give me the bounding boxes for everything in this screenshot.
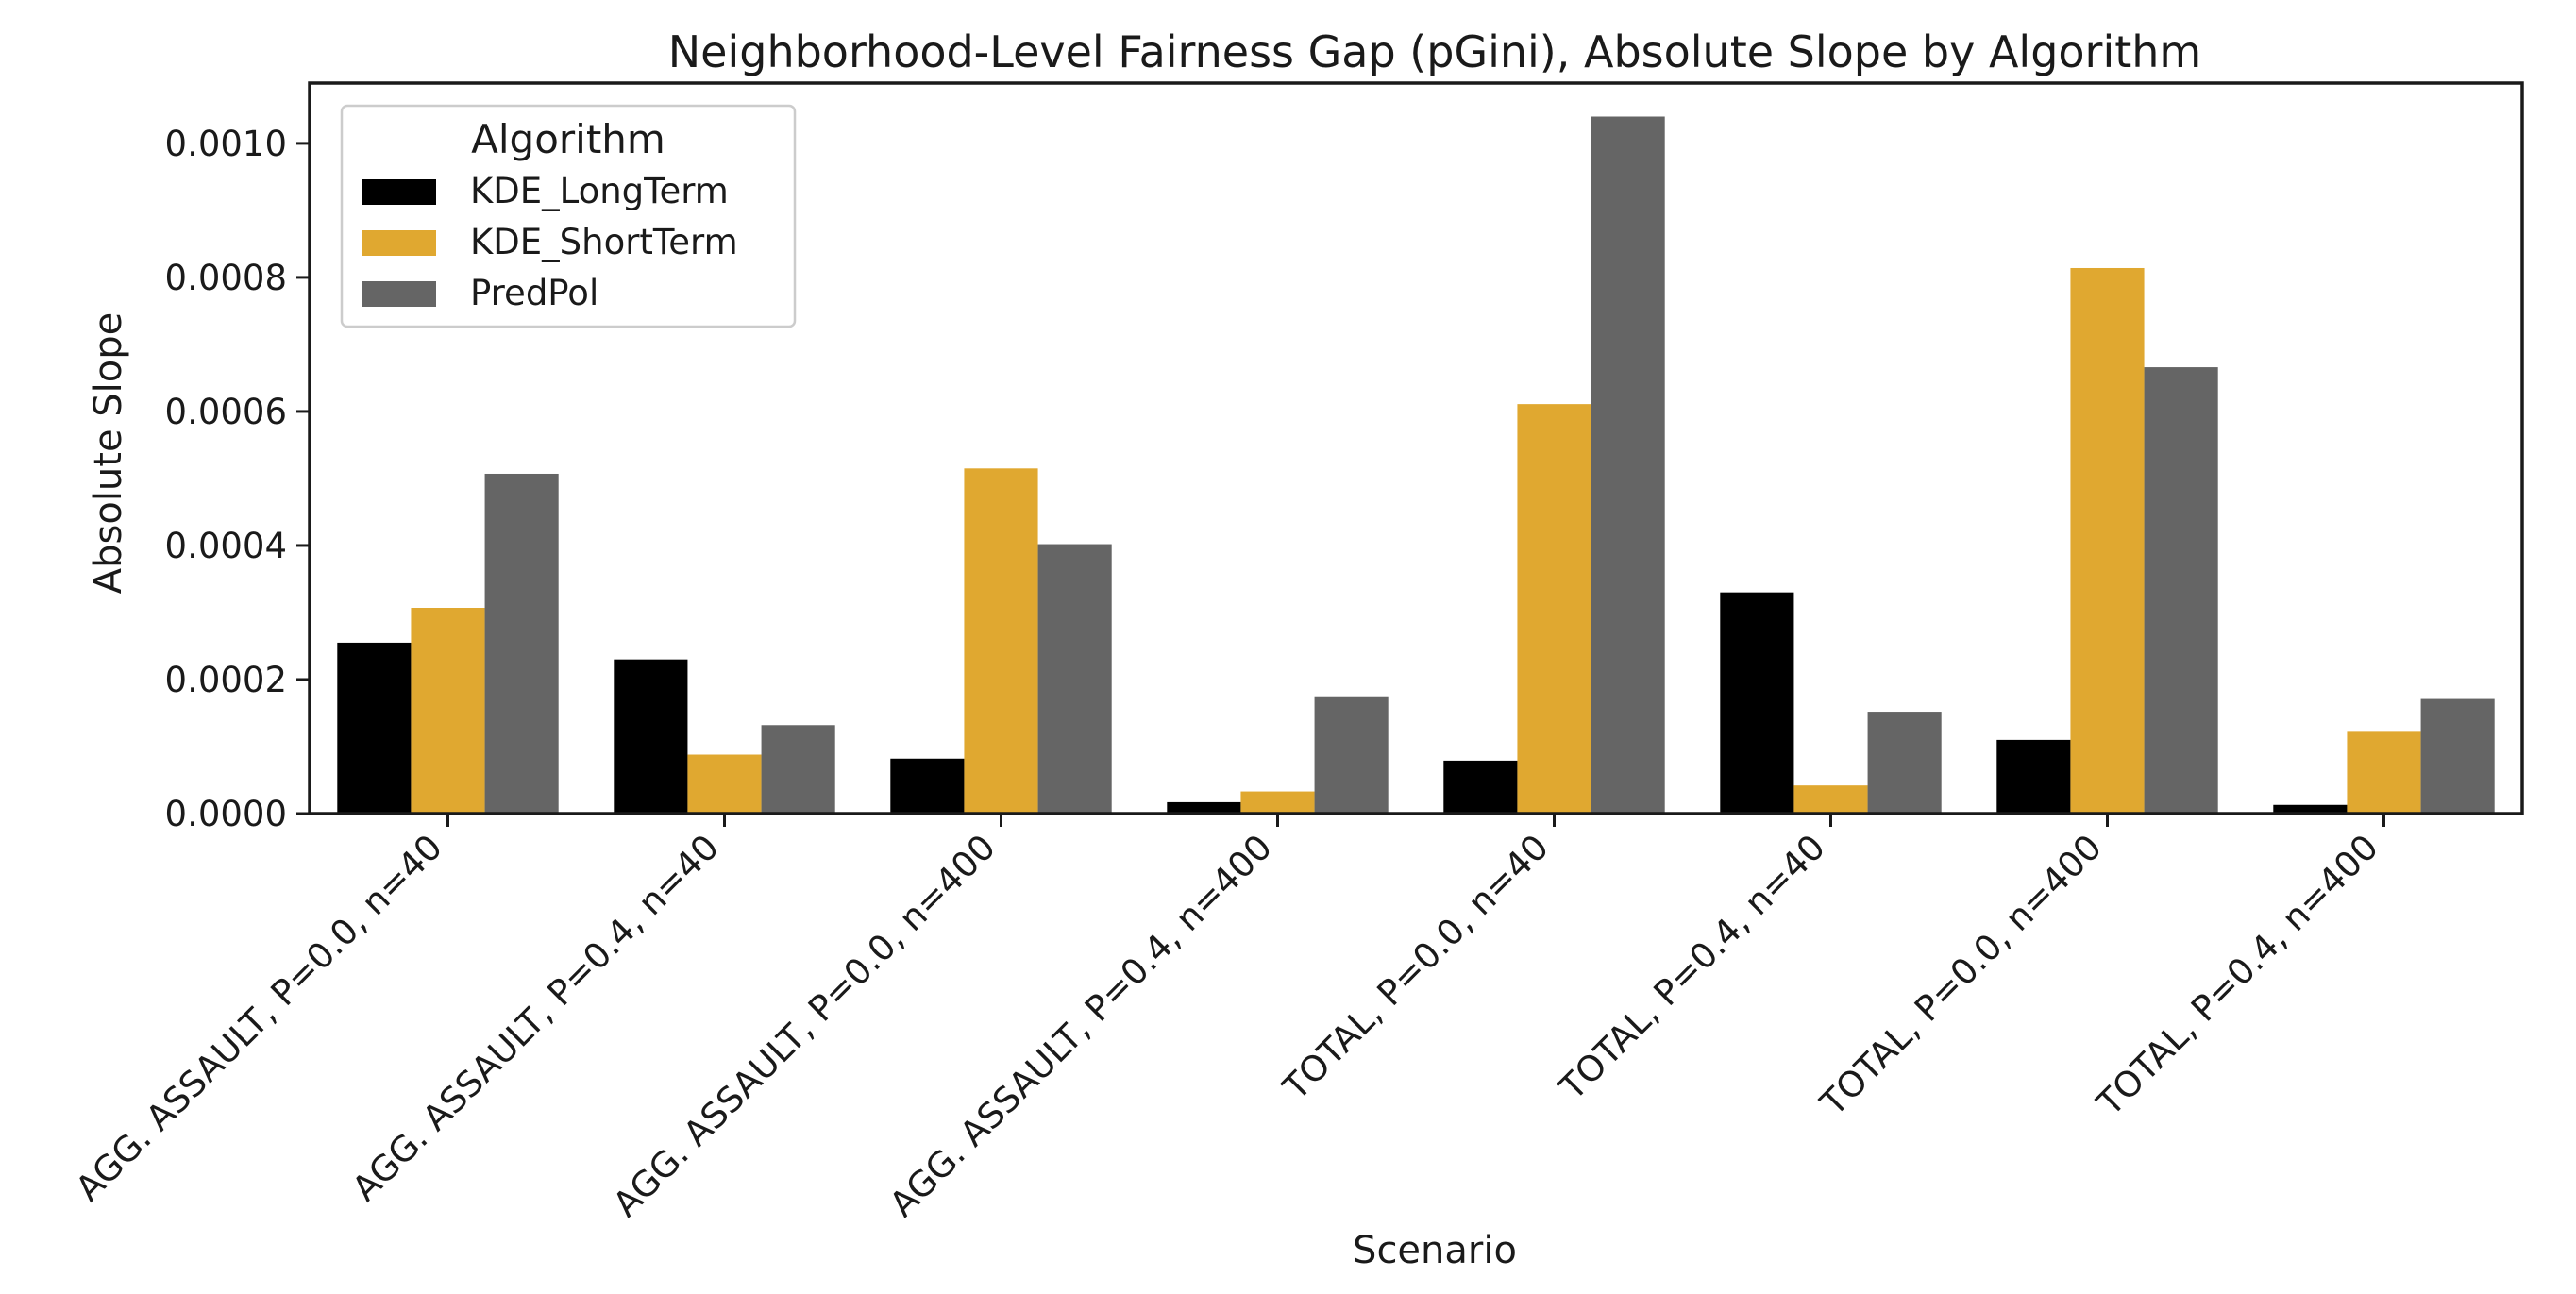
bar-PredPol-3 bbox=[1314, 696, 1389, 814]
plot-frame bbox=[308, 81, 2524, 815]
legend-item-PredPol: PredPol bbox=[362, 273, 598, 313]
legend-label: PredPol bbox=[470, 273, 598, 313]
y-tick-label: 0.0008 bbox=[165, 258, 287, 298]
legend: Algorithm KDE_LongTerm KDE_ShortTerm PredPo… bbox=[340, 104, 797, 328]
legend-box bbox=[340, 104, 797, 328]
legend-title: Algorithm bbox=[471, 116, 665, 162]
x-tick-label: TOTAL, P=0.0, n=40 bbox=[1274, 827, 1556, 1108]
y-axis-title-group: Absolute Slope bbox=[87, 312, 130, 595]
series-KDE_LongTerm bbox=[337, 592, 2348, 814]
bar-KDE_ShortTerm-7 bbox=[2347, 731, 2421, 814]
bar-PredPol-1 bbox=[761, 725, 835, 814]
series-KDE_ShortTerm bbox=[411, 267, 2421, 814]
bar-KDE_LongTerm-1 bbox=[614, 659, 688, 814]
bar-PredPol-4 bbox=[1591, 116, 1665, 815]
bar-KDE_ShortTerm-4 bbox=[1517, 404, 1591, 814]
bar-KDE_ShortTerm-1 bbox=[687, 754, 762, 814]
bar-KDE_ShortTerm-6 bbox=[2070, 267, 2145, 814]
x-tick-label: TOTAL, P=0.0, n=400 bbox=[1812, 827, 2110, 1124]
x-tick-label: TOTAL, P=0.4, n=40 bbox=[1551, 827, 1832, 1108]
chart-title: Neighborhood-Level Fairness Gap (pGini),… bbox=[668, 26, 2202, 77]
y-tick-label: 0.0010 bbox=[165, 124, 287, 164]
y-tick-label: 0.0006 bbox=[165, 392, 287, 432]
legend-label: KDE_ShortTerm bbox=[470, 222, 738, 262]
y-axis-title: Absolute Slope bbox=[87, 312, 130, 595]
legend-label: KDE_LongTerm bbox=[470, 171, 729, 211]
bar-KDE_ShortTerm-0 bbox=[411, 608, 485, 814]
y-tick-label: 0.0002 bbox=[165, 660, 287, 700]
legend-swatch bbox=[362, 230, 436, 256]
bar-PredPol-0 bbox=[484, 473, 559, 814]
legend-item-KDE_ShortTerm: KDE_ShortTerm bbox=[362, 222, 738, 262]
bar-KDE_LongTerm-2 bbox=[890, 758, 965, 814]
y-tick-label: 0.0000 bbox=[165, 794, 287, 834]
bar-KDE_LongTerm-7 bbox=[2273, 804, 2348, 814]
bar-KDE_LongTerm-6 bbox=[1996, 739, 2071, 814]
bar-PredPol-5 bbox=[1867, 712, 1942, 814]
legend-item-KDE_LongTerm: KDE_LongTerm bbox=[362, 171, 729, 211]
x-tick-label: TOTAL, P=0.4, n=400 bbox=[2089, 827, 2386, 1124]
y-tick-label: 0.0004 bbox=[165, 526, 287, 566]
plot-area bbox=[337, 116, 2495, 815]
legend-swatch bbox=[362, 281, 436, 307]
bar-PredPol-6 bbox=[2144, 367, 2218, 814]
bar-KDE_ShortTerm-3 bbox=[1240, 791, 1315, 814]
bar-KDE_LongTerm-0 bbox=[337, 642, 412, 814]
bar-PredPol-7 bbox=[2420, 698, 2495, 814]
x-axis-title: Scenario bbox=[1353, 1229, 1517, 1272]
bar-KDE_ShortTerm-5 bbox=[1793, 785, 1868, 814]
bar-KDE_LongTerm-3 bbox=[1167, 801, 1241, 814]
bar-PredPol-2 bbox=[1037, 544, 1112, 814]
series-PredPol bbox=[484, 116, 2495, 815]
bar-KDE_LongTerm-4 bbox=[1443, 760, 1518, 814]
legend-swatch bbox=[362, 179, 436, 205]
bar-KDE_ShortTerm-2 bbox=[964, 468, 1038, 814]
bar-KDE_LongTerm-5 bbox=[1720, 592, 1794, 814]
